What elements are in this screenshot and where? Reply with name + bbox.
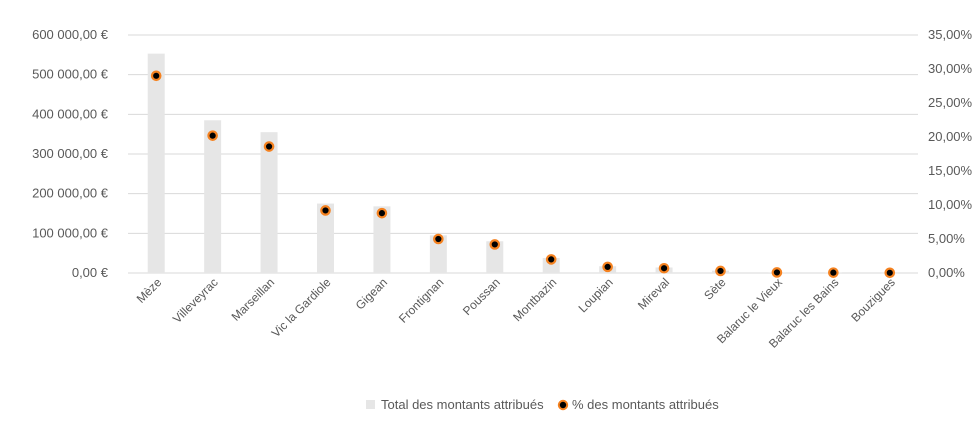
right-tick-label: 0,00% bbox=[928, 265, 965, 280]
bar bbox=[486, 241, 504, 273]
category-label: Montbazin bbox=[510, 275, 559, 324]
left-tick-label: 400 000,00 € bbox=[32, 106, 109, 121]
right-tick-label: 15,00% bbox=[928, 163, 973, 178]
point bbox=[771, 267, 783, 278]
left-axis-ticks: 0,00 € 100 000,00 € 200 000,00 € 300 000,00… bbox=[32, 27, 109, 280]
legend-label-bar: Total des montants attribués bbox=[381, 397, 544, 412]
bar bbox=[317, 203, 334, 273]
point bbox=[263, 141, 275, 152]
point bbox=[828, 267, 839, 278]
right-tick-label: 20,00% bbox=[928, 129, 973, 144]
left-tick-label: 100 000,00 € bbox=[32, 225, 109, 240]
points bbox=[150, 70, 896, 279]
category-label: Bouzigues bbox=[848, 275, 898, 325]
left-tick-label: 0,00 € bbox=[72, 265, 109, 280]
point bbox=[150, 70, 162, 82]
left-tick-label: 300 000,00 € bbox=[32, 146, 109, 161]
left-tick-label: 500 000,00 € bbox=[32, 67, 109, 82]
legend-label-point: % des montants attribués bbox=[572, 397, 719, 412]
point bbox=[884, 267, 896, 279]
legend-swatch-bar bbox=[366, 400, 375, 409]
left-tick-label: 200 000,00 € bbox=[32, 186, 109, 201]
category-label: Mireval bbox=[635, 275, 672, 312]
category-label: Mèze bbox=[134, 275, 165, 306]
category-label: Loupian bbox=[576, 275, 616, 315]
category-label: Vic la Gardiole bbox=[269, 275, 334, 340]
category-label: Poussan bbox=[460, 275, 503, 318]
point bbox=[433, 233, 444, 245]
bar bbox=[373, 206, 391, 273]
point bbox=[545, 254, 557, 265]
right-tick-label: 35,00% bbox=[928, 27, 973, 42]
bar bbox=[147, 53, 165, 273]
legend: Total des montants attribués % des monta… bbox=[366, 397, 719, 412]
right-tick-label: 10,00% bbox=[928, 197, 973, 212]
left-tick-label: 600 000,00 € bbox=[32, 27, 109, 42]
gridlines bbox=[128, 34, 918, 274]
bar bbox=[260, 132, 278, 273]
right-tick-label: 25,00% bbox=[928, 95, 973, 110]
category-label: Villeveyrac bbox=[170, 275, 221, 326]
point bbox=[602, 261, 613, 273]
right-tick-label: 5,00% bbox=[928, 231, 965, 246]
bars bbox=[147, 53, 899, 274]
bar bbox=[429, 235, 447, 273]
point bbox=[489, 239, 501, 250]
category-label: Sète bbox=[701, 275, 729, 303]
point bbox=[658, 262, 670, 274]
point bbox=[376, 207, 388, 219]
category-label: Gigean bbox=[353, 275, 390, 312]
legend-swatch-point bbox=[557, 399, 569, 411]
bar bbox=[204, 120, 222, 274]
point bbox=[207, 130, 218, 141]
point bbox=[715, 265, 726, 277]
point bbox=[320, 205, 331, 216]
right-axis-ticks: 0,00% 5,00% 10,00% 15,00% 20,00% 25,00% 30,00%… bbox=[928, 27, 973, 280]
category-label: Marseillan bbox=[229, 275, 278, 324]
right-tick-label: 30,00% bbox=[928, 61, 973, 76]
category-label: Frontignan bbox=[396, 275, 446, 325]
